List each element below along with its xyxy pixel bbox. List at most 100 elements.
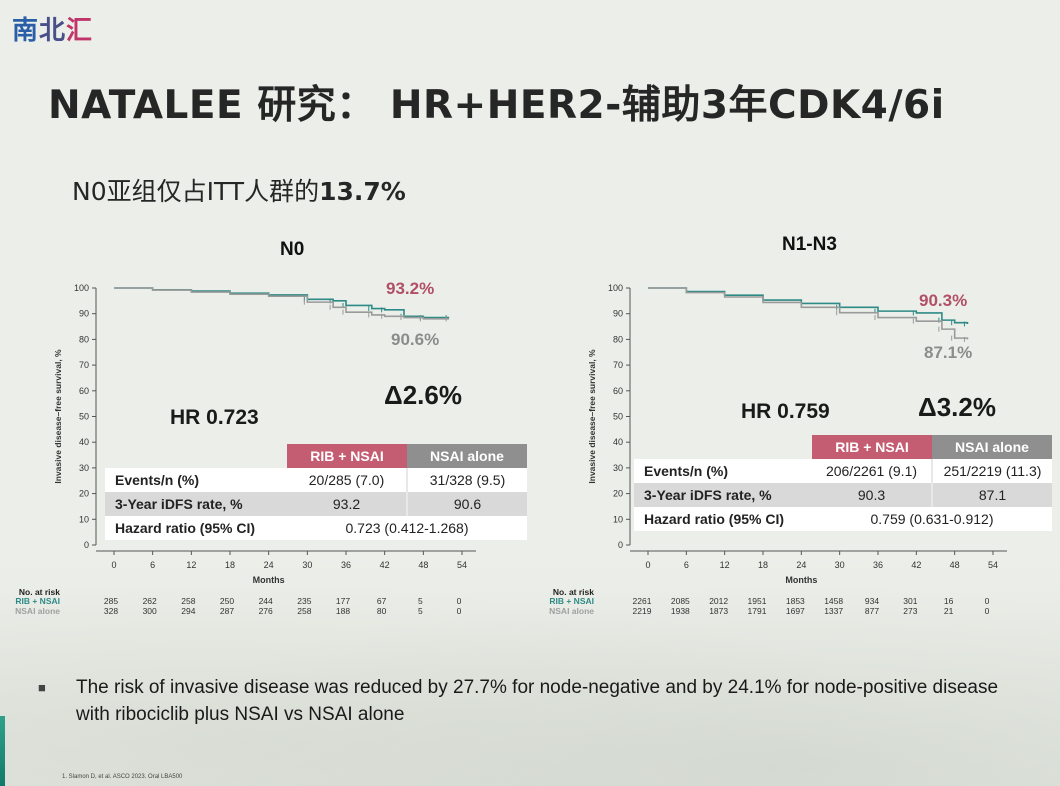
y-tick-label: 40 <box>613 437 623 447</box>
risk-count: 21 <box>944 606 954 616</box>
risk-count: 1791 <box>748 606 767 616</box>
x-tick-label: 36 <box>341 560 351 570</box>
risk-count: 0 <box>985 606 990 616</box>
chart-title-n0: N0 <box>280 239 305 260</box>
nsai-pct-label-n1n3: 87.1% <box>924 343 973 362</box>
x-tick-label: 12 <box>720 560 730 570</box>
slide-subtitle: N0亚组仅占ITT人群的13.7% <box>72 177 406 206</box>
risk-count: 1458 <box>824 596 843 606</box>
hr-label-n0: HR 0.723 <box>170 406 259 429</box>
risk-count: 0 <box>457 606 462 616</box>
risk-count: 285 <box>104 596 118 606</box>
x-tick-label: 48 <box>418 560 428 570</box>
left-accent-strip <box>0 716 5 786</box>
header-nsai-n1n3: NSAI alone <box>932 435 1052 459</box>
delta-label-n1n3: Δ3.2% <box>918 392 996 422</box>
y-axis-label: Invasive disease–free survival, % <box>53 349 63 484</box>
risk-count: 250 <box>220 596 234 606</box>
risk-count: 2012 <box>709 596 728 606</box>
risk-count: 235 <box>297 596 311 606</box>
y-tick-label: 60 <box>613 386 623 396</box>
table-row: 3-Year iDFS rate, % 90.3 87.1 <box>634 483 1052 507</box>
risk-row-name: NSAI alone <box>15 606 60 616</box>
risk-count: 0 <box>985 596 990 606</box>
table-row: Hazard ratio (95% CI) 0.759 (0.631-0.912… <box>634 507 1052 531</box>
bullet-text: The risk of invasive disease was reduced… <box>76 677 999 725</box>
hr-label-n1n3: HR 0.759 <box>741 400 830 423</box>
risk-count: 1337 <box>824 606 843 616</box>
x-tick-label: 30 <box>835 560 845 570</box>
y-tick-label: 80 <box>79 334 89 344</box>
rib-pct-label-n0: 93.2% <box>386 279 435 298</box>
risk-table-label: No. at risk <box>553 587 594 597</box>
risk-count: 5 <box>418 596 423 606</box>
y-tick-label: 0 <box>618 540 623 550</box>
chart-title-n1n3: N1-N3 <box>782 234 837 255</box>
risk-count: 934 <box>865 596 879 606</box>
y-tick-label: 10 <box>613 514 623 524</box>
header-rib-n1n3: RIB + NSAI <box>812 435 932 459</box>
y-tick-label: 60 <box>79 386 89 396</box>
risk-count: 1951 <box>748 596 767 606</box>
risk-row-name: NSAI alone <box>549 606 594 616</box>
x-tick-label: 54 <box>457 560 467 570</box>
y-tick-label: 100 <box>74 283 89 293</box>
y-tick-label: 50 <box>613 412 623 422</box>
x-tick-label: 42 <box>911 560 921 570</box>
results-table-n1n3: RIB + NSAI NSAI alone Events/n (%) 206/2… <box>634 435 1052 531</box>
risk-count: 287 <box>220 606 234 616</box>
risk-count: 301 <box>903 596 917 606</box>
y-tick-label: 100 <box>608 283 623 293</box>
x-axis-label: Months <box>253 575 285 585</box>
risk-count: 262 <box>143 596 157 606</box>
y-tick-label: 20 <box>79 489 89 499</box>
y-tick-label: 90 <box>613 309 623 319</box>
risk-count: 273 <box>903 606 917 616</box>
risk-count: 5 <box>418 606 423 616</box>
y-tick-label: 50 <box>79 412 89 422</box>
y-tick-label: 0 <box>84 540 89 550</box>
risk-count: 1697 <box>786 606 805 616</box>
bullet-marker: ■ <box>38 680 46 695</box>
x-tick-label: 24 <box>264 560 274 570</box>
risk-count: 188 <box>336 606 350 616</box>
x-tick-label: 36 <box>873 560 883 570</box>
y-tick-label: 80 <box>613 334 623 344</box>
risk-count: 1873 <box>709 606 728 616</box>
x-tick-label: 48 <box>950 560 960 570</box>
risk-table-label: No. at risk <box>19 587 60 597</box>
x-axis-label: Months <box>785 575 817 585</box>
risk-count: 258 <box>297 606 311 616</box>
y-tick-label: 30 <box>79 463 89 473</box>
y-tick-label: 30 <box>613 463 623 473</box>
x-tick-label: 18 <box>225 560 235 570</box>
y-tick-label: 70 <box>79 360 89 370</box>
x-tick-label: 54 <box>988 560 998 570</box>
table-row: Hazard ratio (95% CI) 0.723 (0.412-1.268… <box>105 516 527 540</box>
nsai-pct-label-n0: 90.6% <box>391 330 440 349</box>
risk-count: 300 <box>143 606 157 616</box>
y-tick-label: 40 <box>79 437 89 447</box>
risk-count: 2085 <box>671 596 690 606</box>
risk-count: 2261 <box>633 596 652 606</box>
risk-count: 2219 <box>633 606 652 616</box>
risk-count: 16 <box>944 596 954 606</box>
risk-count: 1938 <box>671 606 690 616</box>
x-tick-label: 0 <box>645 560 650 570</box>
x-tick-label: 0 <box>111 560 116 570</box>
x-tick-label: 18 <box>758 560 768 570</box>
risk-count: 294 <box>181 606 195 616</box>
x-tick-label: 30 <box>302 560 312 570</box>
km-curve-nsai <box>114 287 450 320</box>
risk-count: 244 <box>259 596 273 606</box>
risk-count: 328 <box>104 606 118 616</box>
y-tick-label: 70 <box>613 360 623 370</box>
risk-row-name: RIB + NSAI <box>15 596 60 606</box>
y-axis-label: Invasive disease–free survival, % <box>587 349 597 484</box>
x-tick-label: 42 <box>380 560 390 570</box>
delta-label-n0: Δ2.6% <box>384 380 462 410</box>
header-rib-n0: RIB + NSAI <box>287 444 407 468</box>
risk-count: 877 <box>865 606 879 616</box>
